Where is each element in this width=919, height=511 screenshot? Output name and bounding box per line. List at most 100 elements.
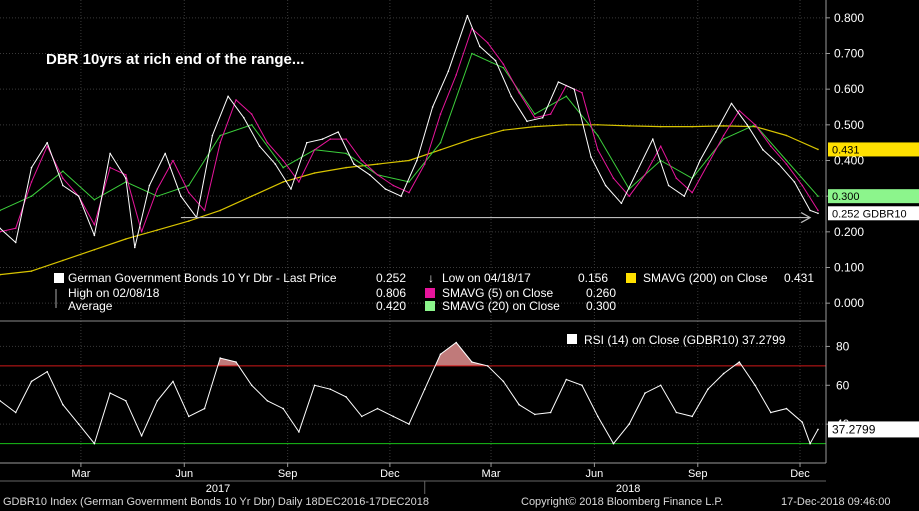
rsi-point xyxy=(817,428,819,431)
x-month-label: Sep xyxy=(278,468,298,480)
price-line-point xyxy=(109,152,111,155)
rsi-point xyxy=(345,396,347,398)
sma20-line-point xyxy=(534,113,536,115)
overbought-fill xyxy=(0,342,818,366)
rsi-line xyxy=(0,341,819,445)
rsi-point xyxy=(266,400,269,402)
price-line-point xyxy=(699,159,701,162)
sma200-line-point xyxy=(62,259,64,262)
sma20-line-point xyxy=(30,195,33,197)
footer-index-info: GDBR10 Index (German Government Bonds 10… xyxy=(3,496,429,508)
sma200-line-point xyxy=(313,172,316,174)
price-line-point xyxy=(604,184,607,187)
sma200-line-point xyxy=(565,124,568,126)
sma5-line-point xyxy=(14,227,17,230)
price-line-point xyxy=(817,212,819,215)
sma5-line-point xyxy=(817,209,819,212)
price-line-point xyxy=(416,159,418,162)
sma200-line-point xyxy=(408,159,410,162)
x-month-label: Sep xyxy=(688,468,708,480)
rsi-point xyxy=(486,365,489,367)
sma5-line-point xyxy=(203,209,206,212)
sma20-line-point xyxy=(722,138,725,140)
sma5-line-point xyxy=(46,145,48,147)
rsi-point xyxy=(770,411,772,414)
sma200-line-point xyxy=(439,149,442,151)
sma5-line-point xyxy=(423,163,426,165)
sma5-line-point xyxy=(675,177,678,180)
legend-low-label: Low on 04/18/17 xyxy=(442,271,531,285)
sma200-line-point xyxy=(659,125,662,128)
legend-average-value: 0.420 xyxy=(376,299,406,313)
sma200-line-point xyxy=(250,195,253,197)
sma5-line-point xyxy=(754,124,756,126)
legend-high-label: High on 02/08/18 xyxy=(68,286,160,300)
sma200-line-point xyxy=(376,163,379,165)
rsi-point xyxy=(691,415,693,418)
price-line-point xyxy=(164,152,166,155)
sma5-line-point xyxy=(518,91,520,94)
sma20-line-point xyxy=(502,67,505,69)
price-line-point xyxy=(652,138,654,140)
price-line-point xyxy=(730,102,733,105)
rsi-point xyxy=(376,407,379,410)
x-month-label: Dec xyxy=(790,468,810,480)
rsi-point xyxy=(313,384,316,387)
rsi-point xyxy=(809,442,811,445)
sma5-line-point xyxy=(439,113,442,115)
sma5-line-point xyxy=(282,159,285,162)
sma20-line-point xyxy=(408,181,410,183)
rsi-point xyxy=(46,370,48,373)
sma20-line-point xyxy=(597,134,599,137)
sma5-line-point xyxy=(172,159,174,162)
legend-sma200-value: 0.431 xyxy=(784,271,814,285)
sma200-line-point xyxy=(93,248,96,251)
sma5-line-point xyxy=(628,195,630,197)
rsi-point xyxy=(203,407,206,410)
rsi-point xyxy=(62,403,64,406)
sma200-line-point xyxy=(125,238,127,240)
price-line-point xyxy=(431,106,434,108)
rsi-point xyxy=(30,380,33,383)
rsi-point xyxy=(14,411,17,414)
price-line xyxy=(0,15,819,248)
legend-swatch-sma5 xyxy=(425,288,435,298)
sma5-line-point xyxy=(612,177,615,180)
price-line-point xyxy=(321,138,324,140)
price-tick-label: 0.100 xyxy=(834,261,864,275)
price-line-point xyxy=(62,184,64,187)
price-tick-label: 0.800 xyxy=(834,11,864,25)
sma200-line-point xyxy=(754,125,756,128)
sma5-line-point xyxy=(644,174,646,176)
grid xyxy=(0,0,826,463)
sma200-line-point xyxy=(219,209,221,212)
sma200-line-point xyxy=(282,181,285,183)
rsi-point xyxy=(298,431,300,433)
price-line-point xyxy=(368,174,371,176)
price-line-point xyxy=(479,45,481,48)
sma20-line-point xyxy=(565,95,568,98)
rsi-point xyxy=(219,357,221,359)
rsi-point xyxy=(722,372,725,375)
sma5-line-point xyxy=(801,184,804,187)
price-tag-label: 0.300 xyxy=(832,191,860,203)
price-line-point xyxy=(557,81,560,83)
bloomberg-chart: 0.800 0.700 0.600 0.500 0.400 0.300 0.200 0.100… xyxy=(0,0,919,495)
price-line-point xyxy=(667,184,670,187)
rsi-point xyxy=(282,407,285,410)
sma5-line-point xyxy=(62,177,64,180)
price-line-point xyxy=(46,141,48,144)
legend-sma20-label: SMAVG (20) on Close xyxy=(442,299,560,313)
sma200-line-point xyxy=(691,125,693,128)
sma5-line-point xyxy=(250,113,253,115)
price-line-point xyxy=(180,195,182,197)
rsi-point xyxy=(785,407,788,410)
sma200-line-point xyxy=(628,125,630,127)
rsi-point xyxy=(408,423,410,425)
rsi-point xyxy=(801,421,804,424)
footer-timestamp: 17-Dec-2018 09:46:00 xyxy=(781,496,891,508)
price-line-point xyxy=(227,95,229,98)
rsi-point xyxy=(140,435,143,437)
support-arrow-icon xyxy=(800,212,812,224)
sma20-line-point xyxy=(0,209,1,212)
